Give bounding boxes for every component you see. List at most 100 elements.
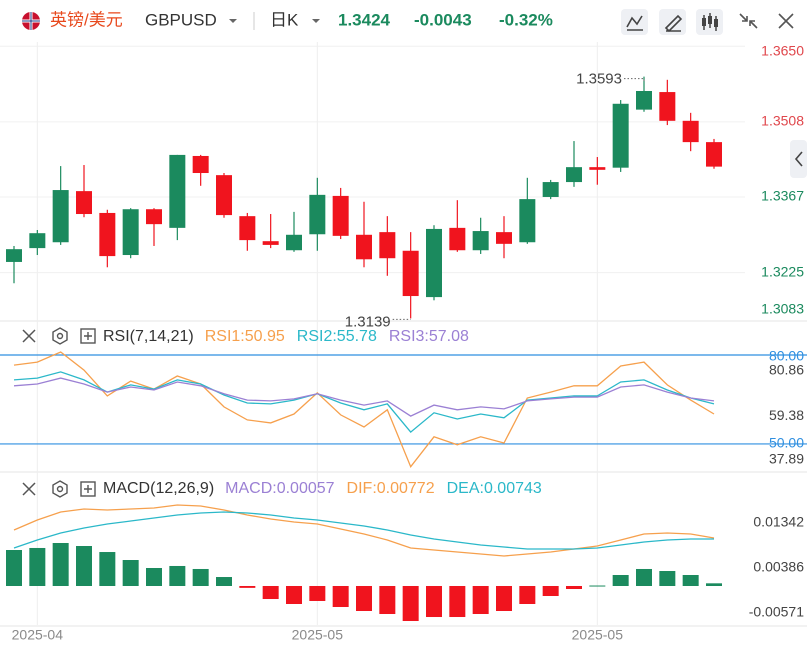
settings-icon[interactable]: [52, 480, 68, 498]
candle-body: [76, 191, 92, 215]
macd-bar: [379, 585, 396, 615]
macd-bar: [6, 550, 22, 586]
macd-bar: [146, 567, 162, 586]
legend-entry: RSI2:55.78: [297, 328, 377, 345]
y-tick-label: 0.00386: [753, 559, 804, 575]
indicator-title: RSI(7,14,21): [103, 328, 194, 345]
indicator-title: MACD(12,26,9): [103, 480, 214, 497]
remove-icon[interactable]: [22, 329, 36, 343]
candle-body: [6, 249, 22, 262]
macd-bar: [402, 585, 419, 622]
add-icon[interactable]: [80, 328, 96, 344]
macd-bar: [472, 585, 489, 615]
y-tick-label: 50.00: [769, 435, 804, 451]
add-icon[interactable]: [80, 481, 96, 497]
x-tick-label: 2025-05: [572, 627, 624, 643]
settings-icon: [56, 485, 64, 493]
macd-bar: [309, 585, 326, 601]
macd-bar: [449, 585, 466, 618]
side-tab[interactable]: [790, 140, 807, 178]
rsi-tools: [22, 327, 96, 345]
candle-body: [286, 234, 302, 251]
dropdown-icon[interactable]: [229, 19, 237, 23]
candle-body: [566, 167, 582, 183]
candle-body: [356, 234, 372, 260]
macd-bar: [659, 571, 676, 586]
candle-body: [402, 250, 419, 297]
macd-bar: [262, 585, 279, 600]
candle-body: [29, 233, 46, 249]
annotation: 1.3593: [576, 71, 622, 88]
tool-icon: [708, 16, 712, 24]
candle-body: [216, 175, 232, 216]
y-tick-label: 1.3225: [761, 263, 804, 279]
candle-body: [99, 212, 116, 257]
header: 英镑/美元 GBPUSD 日K 1.3424 -0.0043 -0.32%: [22, 9, 794, 35]
macd-bar: [519, 585, 536, 604]
candle-body: [239, 216, 256, 241]
pair-name[interactable]: 英镑/美元: [50, 10, 123, 29]
macd-bar: [496, 585, 512, 611]
dropdown-icon[interactable]: [312, 19, 320, 23]
macd-bar: [612, 575, 629, 586]
symbol[interactable]: GBPUSD: [145, 10, 217, 29]
add-icon: [84, 485, 92, 493]
change: -0.0043: [414, 10, 472, 29]
y-tick-label: 1.3508: [761, 113, 804, 129]
macd-bar: [566, 585, 582, 590]
y-tick-label: 1.3650: [761, 43, 804, 59]
candle-body: [449, 227, 466, 251]
y-tick-label: 1.3367: [761, 188, 804, 204]
settings-icon: [56, 332, 64, 340]
macd-bar: [286, 585, 302, 604]
candle-body: [636, 90, 652, 110]
y-tick-label: 37.89: [769, 451, 804, 467]
tool-icon: [702, 18, 706, 26]
remove-icon[interactable]: [22, 482, 36, 496]
x-tick-label: 2025-04: [12, 627, 64, 643]
legend-entry: RSI3:57.08: [389, 328, 469, 345]
y-tick-label: -0.00571: [749, 604, 804, 620]
series-line: [13, 504, 715, 557]
close-icon[interactable]: [778, 13, 794, 29]
macd-bar: [332, 585, 349, 608]
y-tick-label: 1.3083: [761, 301, 804, 317]
macd-bar: [29, 547, 46, 586]
macd-bar: [169, 565, 186, 586]
candle-body: [309, 194, 326, 235]
series-line: [13, 351, 715, 468]
candle-body: [169, 154, 186, 228]
candle-body: [472, 231, 489, 251]
legend-entry: DIF:0.00772: [347, 480, 435, 497]
flag-cross: [22, 12, 40, 30]
candle-body: [332, 195, 349, 236]
macd-bar: [192, 568, 209, 586]
side-tab-icon: [794, 151, 803, 167]
period[interactable]: 日K: [270, 10, 299, 29]
y-tick-label: 80.86: [769, 362, 804, 378]
tool-icon: [626, 15, 643, 31]
add-icon: [84, 332, 92, 340]
annotation: 1.3139: [345, 313, 391, 330]
candle-body: [426, 228, 442, 298]
macd-bar: [636, 568, 652, 586]
macd-tools: [22, 480, 96, 498]
candle-body: [192, 155, 209, 174]
collapse-icon[interactable]: [739, 13, 758, 29]
settings-icon[interactable]: [52, 327, 68, 345]
candle-body: [52, 190, 69, 243]
series-line: [13, 511, 714, 550]
y-tick-label: 0.01342: [753, 514, 804, 530]
y-tick-label: 80.00: [769, 348, 804, 364]
macd-bar: [589, 585, 606, 587]
candle-body: [519, 199, 536, 243]
series-line: [13, 371, 715, 434]
candle-body: [122, 209, 139, 256]
annotation-leader: [624, 78, 645, 83]
candle-body: [659, 92, 676, 121]
candle-body: [379, 232, 396, 259]
candle-body: [589, 167, 606, 170]
candle-body: [706, 142, 722, 167]
